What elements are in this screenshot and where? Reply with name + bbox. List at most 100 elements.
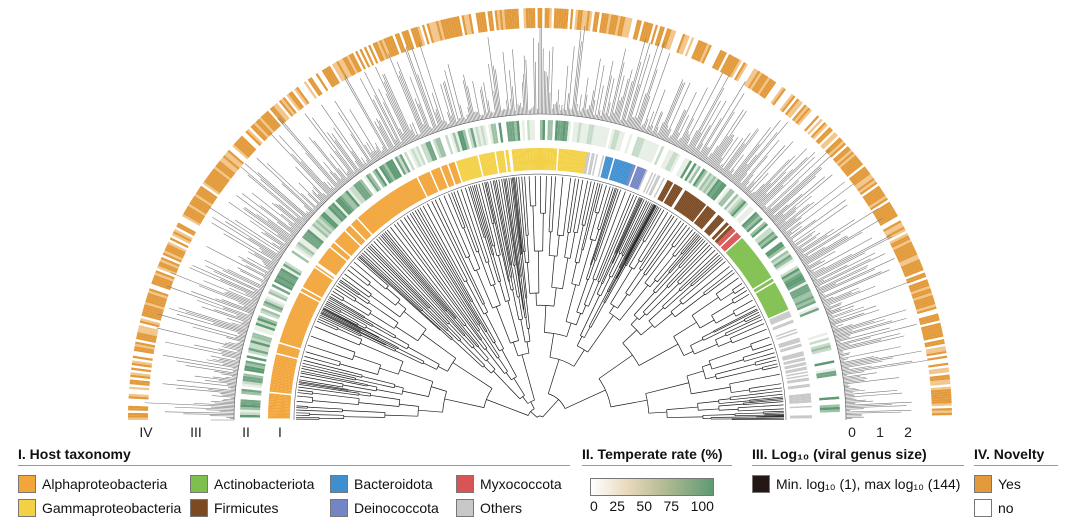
tree-branch xyxy=(610,267,633,304)
genus-size-bar xyxy=(458,118,462,125)
novelty-segment xyxy=(293,88,308,106)
taxonomy-segment xyxy=(743,262,763,277)
tree-branch xyxy=(743,403,760,405)
genus-size-bar xyxy=(279,117,341,189)
genus-size-bar xyxy=(194,375,237,382)
temperate-segment xyxy=(480,125,487,146)
temperate-segment xyxy=(257,317,277,327)
genus-size-bar xyxy=(445,121,449,129)
temperate-segment xyxy=(351,185,366,203)
tree-branch xyxy=(520,254,526,299)
tree-branch xyxy=(679,262,703,285)
genus-size-bar xyxy=(239,341,244,344)
novelty-segment xyxy=(786,99,802,117)
taxonomy-segment xyxy=(460,159,469,181)
novelty-segment xyxy=(156,267,176,278)
temperate-segment xyxy=(240,406,261,411)
host-taxonomy-ring xyxy=(268,148,812,420)
taxonomy-segment xyxy=(729,242,748,259)
tree-branch xyxy=(431,386,447,392)
taxonomy-segment xyxy=(524,148,527,171)
genus-size-bar xyxy=(620,81,633,125)
taxonomy-segment xyxy=(679,194,694,214)
tree-branch xyxy=(618,259,624,268)
tree-branch xyxy=(317,318,339,329)
genus-size-bar xyxy=(733,154,757,184)
tree-branch xyxy=(610,399,648,408)
tree-arc xyxy=(645,393,650,414)
taxonomy-segment xyxy=(670,187,683,208)
tree-branch xyxy=(603,278,617,303)
taxonomy-segment xyxy=(789,402,812,406)
genus-size-bar xyxy=(570,109,572,116)
taxonomy-segment xyxy=(271,372,294,379)
tree-branch xyxy=(617,293,628,309)
genus-size-bar xyxy=(798,253,804,257)
novelty-segment xyxy=(912,292,933,302)
taxonomy-segment xyxy=(674,191,689,211)
tree-branch xyxy=(501,178,514,253)
tree-branch xyxy=(386,287,401,300)
novelty-segment xyxy=(403,30,413,51)
novelty-segment xyxy=(190,199,209,213)
genus-size-bar xyxy=(666,137,670,142)
tree-branch xyxy=(630,317,638,325)
genus-size-bar xyxy=(842,371,865,376)
tree-branch xyxy=(730,395,766,401)
novelty-segment xyxy=(905,270,925,280)
tree-branch xyxy=(390,227,452,307)
tree-branch xyxy=(478,183,484,202)
genus-size-bar xyxy=(543,70,545,115)
temperate-segment xyxy=(752,225,770,241)
taxonomy-segment xyxy=(387,193,402,213)
tree-branch xyxy=(706,246,713,253)
genus-size-bar xyxy=(533,37,535,115)
genus-size-bar xyxy=(319,201,323,205)
tree-branch xyxy=(477,346,489,360)
tree-branch xyxy=(504,178,518,265)
tree-branch xyxy=(702,414,735,416)
genus-size-bar xyxy=(654,127,659,137)
genus-size-bar xyxy=(845,404,893,407)
novelty-segment xyxy=(682,36,693,56)
taxonomy-segment xyxy=(271,377,294,383)
novelty-segment xyxy=(578,10,584,31)
genus-size-bar xyxy=(430,126,434,134)
genus-size-bar xyxy=(826,308,842,315)
novelty-segment xyxy=(736,63,749,82)
genus-size-bar xyxy=(419,133,422,138)
taxonomy-segment xyxy=(604,157,612,179)
genus-size-bar xyxy=(459,104,465,124)
taxonomy-segment xyxy=(719,231,737,248)
taxonomy-segment xyxy=(779,341,802,350)
genus-size-bar xyxy=(176,379,236,387)
temperate-segment xyxy=(819,417,840,420)
taxonomy-segment xyxy=(533,148,536,171)
tree-branch xyxy=(518,176,522,211)
novelty-segment xyxy=(542,8,545,29)
novelty-segment xyxy=(248,126,265,143)
tree-branch xyxy=(645,248,666,276)
tree-branch xyxy=(448,252,465,282)
tree-branch xyxy=(422,205,449,253)
tree-branch xyxy=(690,338,704,346)
taxonomy-segment xyxy=(472,156,480,178)
tree-branch xyxy=(418,409,443,413)
tree-branch xyxy=(422,309,453,339)
novelty-segment xyxy=(525,8,529,29)
genus-size-bar xyxy=(521,82,525,115)
temperate-segment xyxy=(812,352,833,360)
tree-branch xyxy=(472,307,488,332)
novelty-segment xyxy=(140,318,161,326)
temperate-segment xyxy=(324,209,341,226)
temperate-segment xyxy=(628,135,638,156)
temperate-tick-50: 50 xyxy=(636,498,652,514)
genus-size-bar xyxy=(260,179,309,221)
taxonomy-segment xyxy=(377,200,392,220)
tree-branch xyxy=(415,299,448,331)
temperate-segment xyxy=(698,172,713,191)
temperate-segment xyxy=(569,121,574,142)
novelty-segment xyxy=(874,205,894,219)
tree-branch xyxy=(303,401,313,403)
temperate-segment xyxy=(495,122,502,144)
